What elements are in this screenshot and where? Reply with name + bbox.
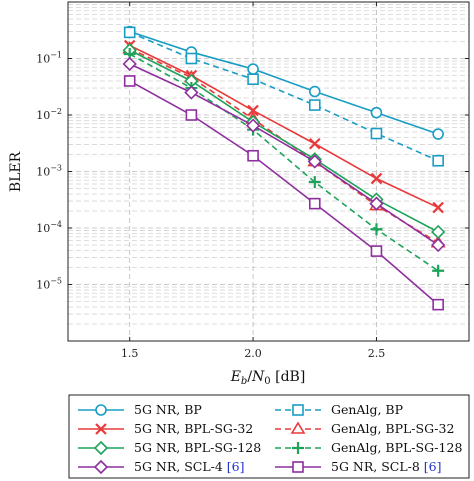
series-0 [123,25,444,140]
data-point [370,127,383,140]
data-point [432,201,444,214]
data-point [185,52,198,65]
legend-marker [290,421,306,434]
legend-label: GenAlg, BPL-SG-32 [331,421,454,436]
axis-ticks: 1.5 2.0 2.5 10−1 10−2 10−3 10−4 10−5 [36,2,469,360]
legend-entry: GenAlg, BPL-SG-128 [275,440,462,455]
data-point [184,85,199,100]
grid [68,2,469,342]
x-tick-label: 2.0 [244,347,262,360]
data-point [431,224,446,240]
y-tick-label: 10−3 [36,164,62,179]
data-point [245,118,261,133]
data-point [432,154,444,167]
data-point [308,137,321,150]
series-4 [122,43,446,240]
data-point [432,298,444,311]
data-point [308,197,321,210]
data-point [123,26,136,39]
legend-entry: 5G NR, BPL-SG-32 [78,421,253,436]
series-line [129,47,439,244]
legend-entry: GenAlg, BP [275,402,403,417]
legend: 5G NR, BP 5G NR, BPL-SG-32 5G NR, BPL-SG-1… [78,402,462,475]
legend-label: 5G NR, SCL-8 [6] [331,459,442,474]
series-line [129,49,439,233]
legend-label: 5G NR, SCL-4 [6] [134,459,245,474]
legend-entry: GenAlg, BPL-SG-32 [275,421,454,436]
data-point [432,128,444,140]
data-point [247,73,259,86]
legend-box [68,394,470,479]
x-tick-label: 1.5 [121,347,139,360]
legend-marker [292,404,304,416]
series-line [129,30,439,135]
legend-label: 5G NR, BPL-SG-32 [134,421,253,436]
legend-marker [93,459,109,475]
legend-label: GenAlg, BPL-SG-128 [331,440,462,455]
x-tick-label: 2.5 [368,347,386,360]
data-point [308,85,321,98]
series-6 [122,56,446,253]
data-point [431,237,446,253]
series-line [129,80,439,306]
series-group [122,25,446,311]
x-axis-label: Eb/N0 [dB] [230,369,306,387]
data-point [432,264,445,277]
data-point [247,63,259,75]
data-point [370,106,383,119]
series-line [129,53,439,272]
legend-entry: 5G NR, SCL-4 [6] [78,459,245,475]
series-1 [123,26,444,167]
data-point [370,245,383,257]
data-point [247,104,259,117]
legend-label: 5G NR, BPL-SG-128 [134,440,261,455]
legend-marker [95,404,107,416]
data-point [370,172,383,185]
series-line [129,44,439,209]
legend-entry: 5G NR, BP [78,402,202,417]
series-7 [123,75,444,311]
legend-marker [292,442,304,454]
legend-marker [95,423,107,435]
y-axis-label: BLER [8,151,24,192]
y-tick-label: 10−1 [36,51,62,66]
legend-entry: 5G NR, SCL-8 [6] [275,459,442,474]
legend-marker [292,461,304,473]
y-tick-label: 10−4 [36,220,62,235]
data-point [370,223,383,236]
legend-marker [93,440,109,456]
data-point [308,176,321,189]
data-point [307,154,322,169]
data-point [185,109,198,121]
data-point [123,75,136,87]
series-5 [123,48,445,277]
series-line [129,31,439,162]
legend-label: 5G NR, BP [134,402,202,417]
y-tick-label: 10−5 [36,277,62,292]
data-point [308,99,321,111]
y-tick-label: 10−2 [36,107,62,122]
data-point [122,56,137,72]
data-point [369,196,384,211]
series-line [129,63,439,246]
data-point [247,149,259,162]
legend-entry: 5G NR, BPL-SG-128 [78,440,261,456]
legend-label: GenAlg, BP [331,402,403,417]
series-2 [123,39,444,214]
